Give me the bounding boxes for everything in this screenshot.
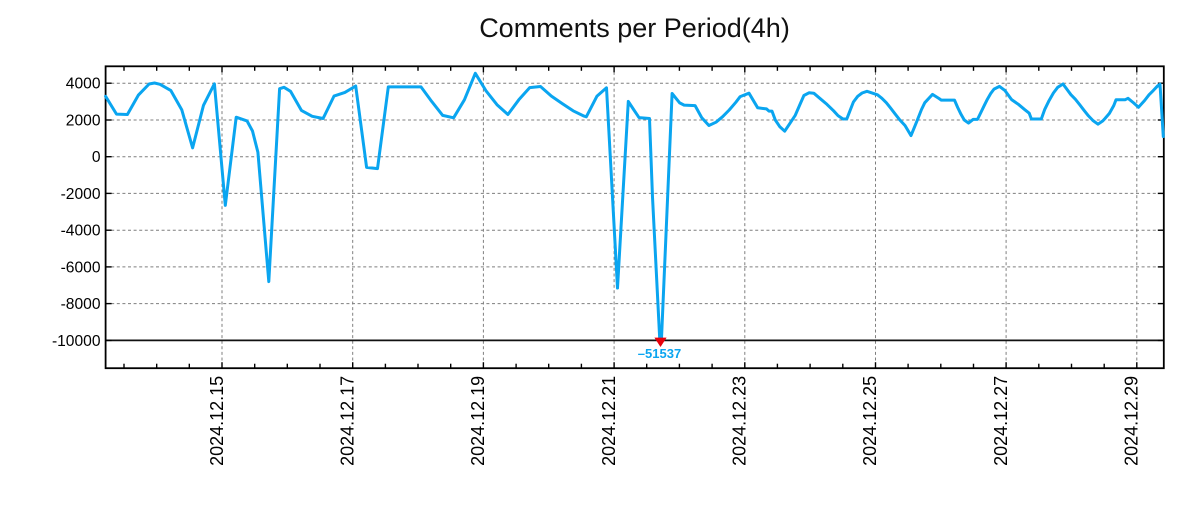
svg-text:-10000: -10000 <box>52 333 101 350</box>
svg-text:2024.12.17: 2024.12.17 <box>338 376 358 466</box>
svg-text:-4000: -4000 <box>61 223 101 240</box>
svg-text:2024.12.29: 2024.12.29 <box>1122 376 1142 466</box>
svg-text:-8000: -8000 <box>61 296 101 313</box>
svg-text:2024.12.25: 2024.12.25 <box>860 376 880 466</box>
svg-text:2000: 2000 <box>66 113 101 130</box>
svg-text:2024.12.23: 2024.12.23 <box>730 376 750 466</box>
svg-text:4000: 4000 <box>66 76 101 93</box>
svg-text:-2000: -2000 <box>61 186 101 203</box>
svg-text:2024.12.19: 2024.12.19 <box>468 376 488 466</box>
svg-text:-6000: -6000 <box>61 259 101 276</box>
svg-text:2024.12.21: 2024.12.21 <box>599 376 619 466</box>
svg-text:–51537: –51537 <box>638 346 681 361</box>
svg-text:2024.12.27: 2024.12.27 <box>991 376 1011 466</box>
svg-text:Comments per Period(4h): Comments per Period(4h) <box>479 13 790 43</box>
svg-text:2024.12.15: 2024.12.15 <box>207 376 227 466</box>
svg-text:0: 0 <box>92 149 101 166</box>
